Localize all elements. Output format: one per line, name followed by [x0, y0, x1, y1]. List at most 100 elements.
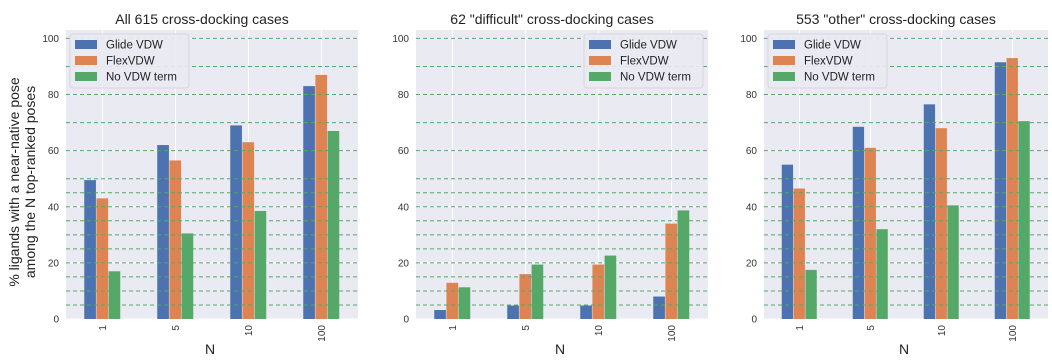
- bar-glide-vdw-100: [653, 296, 665, 319]
- bar-no-vdw-term-1: [458, 287, 471, 319]
- bar-glide-vdw-5: [852, 126, 865, 320]
- x-tick-label: 10: [594, 325, 605, 337]
- bar-glide-vdw-5: [157, 145, 169, 319]
- x-tick-label: 5: [171, 325, 182, 331]
- bar-glide-vdw-1: [781, 164, 794, 319]
- legend-box: [583, 33, 704, 89]
- bar-flexvdw-10: [592, 264, 605, 319]
- legend-label: Glide VDW: [106, 40, 163, 52]
- y-tick-label: 100: [740, 34, 757, 45]
- y-tick-label: 0: [403, 315, 409, 326]
- bar-glide-vdw-1: [84, 180, 96, 319]
- bar-flexvdw-100: [315, 74, 328, 319]
- chart-title: All 615 cross-docking cases: [115, 11, 289, 27]
- legend-swatch: [589, 72, 611, 81]
- y-tick-label: 60: [398, 146, 410, 157]
- bar-no-vdw-term-10: [254, 210, 267, 319]
- bar-glide-vdw-5: [507, 305, 519, 319]
- y-tick-label: 40: [48, 202, 60, 213]
- bar-no-vdw-term-1: [805, 269, 817, 319]
- y-tick-label: 80: [48, 90, 60, 101]
- legend-label: FlexVDW: [106, 56, 155, 68]
- y-tick-label: 40: [398, 202, 410, 213]
- x-tick-label: 10: [937, 325, 948, 337]
- legend-swatch: [773, 56, 795, 65]
- bar-glide-vdw-100: [303, 86, 315, 319]
- y-tick-label: 80: [398, 90, 410, 101]
- bar-flexvdw-1: [793, 188, 805, 319]
- y-tick-label: 60: [746, 146, 758, 157]
- bar-glide-vdw-10: [923, 104, 936, 319]
- bar-no-vdw-term-100: [677, 210, 690, 319]
- y-tick-label: 100: [42, 34, 59, 45]
- legend-swatch: [589, 56, 611, 65]
- bar-flexvdw-1: [96, 198, 109, 319]
- y-tick-label: 20: [48, 258, 60, 269]
- legend: Glide VDW FlexVDW No VDW term: [767, 33, 888, 89]
- legend-swatch: [75, 40, 97, 49]
- chart-title: 62 "difficult" cross-docking cases: [450, 11, 653, 27]
- bar-flexvdw-100: [665, 223, 678, 319]
- legend-swatch: [75, 56, 97, 65]
- bar-flexvdw-10: [935, 128, 947, 319]
- bar-flexvdw-5: [519, 274, 532, 319]
- chart-panel-2: 0 20 40 60 80 100 1 5 10 100 N 62 "difficult" cross…: [392, 11, 708, 357]
- x-tick-label: 100: [1008, 325, 1019, 342]
- legend-swatch: [75, 72, 97, 81]
- legend: Glide VDW FlexVDW No VDW term: [583, 33, 704, 89]
- legend-label: FlexVDW: [620, 56, 669, 68]
- y-tick-label: 0: [751, 315, 757, 326]
- x-tick-label: 1: [98, 325, 109, 331]
- bar-flexvdw-5: [169, 160, 182, 319]
- x-tick-label: 10: [244, 325, 255, 337]
- bar-no-vdw-term-5: [531, 264, 544, 319]
- y-tick-label: 100: [392, 34, 409, 45]
- bar-no-vdw-term-100: [327, 131, 340, 319]
- x-tick-label: 5: [866, 325, 877, 331]
- bar-no-vdw-term-1: [108, 271, 121, 319]
- bar-glide-vdw-10: [580, 305, 592, 319]
- bar-flexvdw-100: [1006, 58, 1018, 319]
- y-tick-label: 20: [398, 258, 410, 269]
- bar-no-vdw-term-5: [181, 233, 194, 319]
- chart-panel-1: 0 20 40 60 80 100 1 5 10 100 N All 615 cross-dockin…: [42, 11, 358, 357]
- legend-swatch: [773, 72, 795, 81]
- y-tick-label: 20: [746, 258, 758, 269]
- y-axis-label-line2: among the N top-ranked poses: [22, 86, 38, 278]
- legend-label: Glide VDW: [804, 40, 861, 52]
- legend: Glide VDW FlexVDW No VDW term: [69, 33, 190, 89]
- x-tick-label: 100: [667, 325, 678, 342]
- x-tick-label: 1: [448, 325, 459, 331]
- y-tick-label: 60: [48, 146, 60, 157]
- bar-no-vdw-term-10: [604, 255, 617, 319]
- bar-glide-vdw-10: [230, 125, 242, 319]
- chart-title: 553 "other" cross-docking cases: [796, 11, 996, 27]
- y-tick-label: 40: [746, 202, 758, 213]
- bar-glide-vdw-100: [994, 62, 1007, 319]
- x-axis-label: N: [205, 341, 215, 356]
- legend-label: No VDW term: [804, 72, 875, 84]
- legend-label: FlexVDW: [804, 56, 853, 68]
- legend-box: [767, 33, 888, 89]
- chart-panel-3: 0 20 40 60 80 100 1 5 10 100 N 553 "other" cross-do…: [740, 11, 1048, 357]
- legend-label: No VDW term: [620, 72, 691, 84]
- legend-swatch: [589, 40, 611, 49]
- y-tick-label: 80: [746, 90, 758, 101]
- bar-glide-vdw-1: [434, 310, 446, 319]
- x-axis-label: N: [899, 341, 909, 356]
- legend-swatch: [773, 40, 795, 49]
- x-axis-label: N: [555, 341, 565, 356]
- legend-label: No VDW term: [106, 72, 177, 84]
- x-tick-label: 100: [317, 325, 328, 342]
- bar-no-vdw-term-10: [947, 205, 959, 319]
- bar-flexvdw-5: [864, 147, 876, 319]
- legend-label: Glide VDW: [620, 40, 677, 52]
- x-tick-label: 5: [521, 325, 532, 331]
- bar-no-vdw-term-100: [1018, 121, 1030, 319]
- x-tick-label: 1: [795, 325, 806, 331]
- legend-box: [69, 33, 190, 89]
- bar-flexvdw-10: [242, 142, 255, 319]
